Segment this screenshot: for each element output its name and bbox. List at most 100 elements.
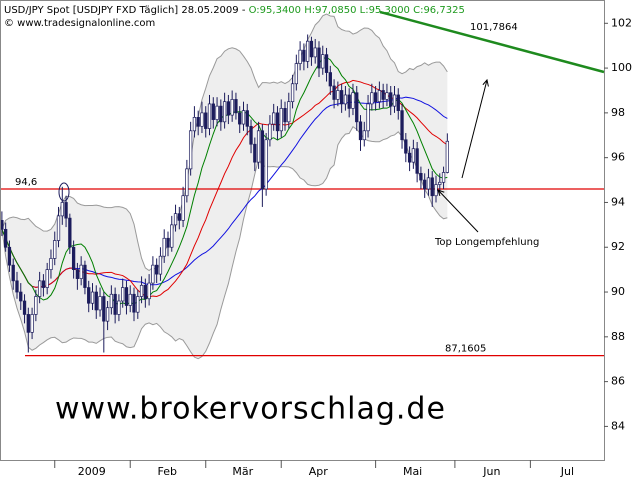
trendline-label: 101,7864 [470, 22, 518, 33]
arrow-up [461, 80, 487, 179]
x-tick-label: 2009 [78, 465, 106, 478]
candle-body [253, 143, 257, 163]
candle-body [275, 112, 280, 132]
candle-body [377, 90, 382, 103]
candle-body [339, 90, 344, 105]
candle-body [185, 168, 189, 197]
candle-body [234, 99, 238, 114]
plot-frame [0, 0, 605, 461]
candle-body [321, 54, 325, 69]
candle-body [336, 90, 340, 100]
header-title-text: USD/JPY Spot [USDJPY FXD Täglich] 28.05.… [4, 5, 249, 16]
candle-body [188, 130, 193, 170]
candle-body [139, 284, 144, 297]
candle-body [158, 255, 163, 275]
candle-body [19, 291, 23, 302]
candle-body [415, 148, 419, 174]
candle-body [211, 103, 215, 120]
y-tick-label: 100 [611, 61, 632, 74]
candle-body [302, 49, 306, 62]
candle-body [181, 195, 185, 221]
y-tick-label: 102 [611, 16, 632, 29]
candle-body [4, 228, 8, 248]
candle-body [294, 63, 298, 85]
bollinger-band [1, 14, 448, 359]
candle-body [30, 314, 34, 333]
candle-body [173, 213, 178, 226]
y-tick-label: 88 [611, 330, 625, 343]
candle-body [434, 184, 438, 197]
candle-body [385, 92, 389, 100]
x-tick-label: Apr [309, 465, 329, 478]
y-tick-label: 98 [611, 106, 625, 119]
candle-body [98, 296, 102, 311]
candle-body [279, 108, 283, 132]
candle-body [287, 101, 291, 123]
candle-body [381, 90, 385, 100]
candle-body [404, 139, 408, 154]
y-tick-label: 90 [611, 285, 625, 298]
candle-body [366, 103, 370, 132]
candle-body [411, 148, 416, 163]
candle-body [373, 92, 378, 103]
plot-area [0, 13, 604, 360]
candle-body [438, 181, 442, 185]
candle-body [309, 40, 314, 58]
candle-body [230, 99, 234, 116]
candle-body [166, 237, 170, 248]
candle-body [64, 202, 68, 219]
candle-body [143, 284, 147, 300]
candle-body [177, 213, 181, 221]
candle-body [79, 264, 83, 279]
y-tick-label: 94 [611, 195, 625, 208]
candle-body [268, 123, 272, 141]
candle-body [264, 139, 268, 190]
candle-body [306, 40, 310, 62]
candle-body [441, 172, 446, 183]
candle-body [71, 246, 76, 270]
candle-body [200, 112, 204, 127]
y-tick-label: 96 [611, 151, 625, 164]
candle-body [94, 291, 98, 311]
x-tick-label: Jul [560, 465, 574, 478]
candle-body [136, 296, 140, 313]
candle-body [34, 296, 38, 315]
candle-body [324, 54, 329, 73]
candle-body [53, 240, 57, 259]
candle-body [222, 101, 227, 123]
candle-body [37, 280, 42, 297]
candle-body [113, 293, 117, 315]
candle-body [238, 112, 242, 125]
candle-body [7, 246, 12, 266]
candle-body [170, 224, 174, 248]
level-label: 87,1605 [445, 344, 486, 355]
candle-body [45, 269, 49, 288]
candle-body [370, 92, 374, 105]
candle-body [283, 108, 287, 123]
trendline [379, 10, 605, 74]
candle-body [56, 215, 61, 241]
candle-body [256, 130, 261, 163]
x-tick-label: Mär [232, 465, 253, 478]
candle-body [347, 94, 351, 109]
candle-body [132, 293, 136, 313]
candle-body [358, 121, 363, 141]
candle-body [241, 110, 246, 125]
candle-body [400, 110, 404, 141]
copyright: © www.tradesignalonline.com [4, 18, 155, 29]
candle-body [328, 72, 332, 87]
annotation: Top Longempfehlung [434, 237, 539, 248]
candle-body [249, 125, 253, 145]
header-title: USD/JPY Spot [USDJPY FXD Täglich] 28.05.… [4, 5, 465, 16]
candle-body [351, 92, 355, 109]
candle-body [204, 112, 208, 129]
bollinger-lower [1, 126, 448, 360]
candle-body [392, 94, 397, 107]
candle-body [128, 293, 132, 306]
candle-body [196, 117, 200, 127]
candle-body [207, 103, 212, 129]
candle-body [49, 258, 53, 270]
candle-body [245, 110, 249, 127]
candle-body [60, 202, 64, 217]
highlight-circle [58, 182, 70, 202]
